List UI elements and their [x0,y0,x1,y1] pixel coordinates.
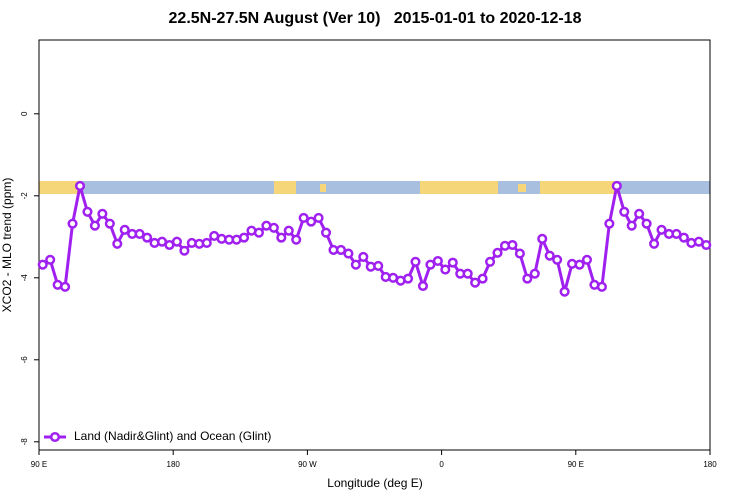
data-point [268,222,279,233]
data-point [626,220,637,231]
data-point [470,277,481,288]
data-point [238,232,250,243]
x-tick-label: 180 [167,460,181,469]
data-point [507,239,518,251]
y-tick-label: -4 [20,274,29,282]
legend-label: Land (Nadir&Glint) and Ocean (Glint) [74,429,271,443]
data-point [112,238,123,249]
land-band [39,181,81,194]
data-point [119,224,130,235]
data-point [529,268,540,279]
data-point [358,251,369,262]
y-tick-label: -8 [20,438,29,446]
data-point [298,212,309,223]
y-axis-label: XCO2 - MLO trend (ppm) [0,178,14,313]
data-point [134,228,145,239]
data-point [276,232,287,243]
data-point [313,212,324,223]
data-point [283,225,294,236]
data-point [89,220,100,231]
land-band [518,184,526,192]
data-point [477,273,488,284]
data-point [97,208,108,219]
data-point [544,250,555,261]
data-point [320,227,332,238]
land-band [274,181,296,194]
x-tick-label: 90 E [31,460,47,469]
data-point [67,218,78,229]
map-strip [39,181,710,194]
data-point [253,227,264,238]
data-point [142,232,153,243]
data-point [447,257,458,268]
data-point [462,268,473,279]
data-point [604,218,615,229]
y-tick-label: -2 [20,192,29,200]
data-point [641,218,652,229]
data-point [171,236,182,247]
data-point [671,228,682,239]
data-point [45,254,56,265]
y-tick-label: -6 [20,356,29,364]
land-band [320,184,326,192]
data-point [74,180,86,192]
data-point [403,273,414,284]
data-point [701,239,712,251]
data-point [634,208,645,219]
data-point [432,255,443,267]
legend: Land (Nadir&Glint) and Ocean (Glint) [44,429,271,443]
y-tick-label: 0 [20,111,29,116]
plot-frame [38,39,711,451]
data-point [611,180,622,192]
data-point [425,259,436,270]
x-axis-label: Longitude (deg E) [327,476,422,490]
data-point [306,216,317,227]
data-point [485,256,496,267]
data-point [574,259,585,270]
land-band [420,181,498,194]
data-point [417,280,429,292]
legend-marker [49,431,61,443]
data-point [410,256,421,267]
x-tick-label: 180 [703,460,717,469]
data-point [656,224,667,235]
data-point [82,206,93,217]
data-point [440,264,451,275]
data-point [350,259,361,270]
data-point [649,238,660,249]
data-point [179,245,190,256]
data-point [104,218,115,229]
data-point [201,237,212,248]
data-point [559,286,570,297]
data-point [60,281,71,292]
land-band [540,181,618,194]
data-point [291,234,302,245]
data-point [343,248,354,259]
data-point [537,233,548,244]
data-point [522,273,533,284]
data-point [619,206,630,217]
chart-title: 22.5N-27.5N August (Ver 10) 2015-01-01 t… [169,10,582,27]
data-point [514,248,525,259]
data-point [596,281,607,292]
data-point [373,260,384,271]
data-point [492,247,503,258]
x-tick-label: 90 E [568,460,584,469]
x-tick-label: 90 W [298,460,317,469]
data-point [335,244,347,255]
data-point [37,259,48,270]
x-tick-label: 0 [439,460,444,469]
data-point [678,232,689,243]
data-point [552,254,563,265]
data-point [581,254,593,265]
